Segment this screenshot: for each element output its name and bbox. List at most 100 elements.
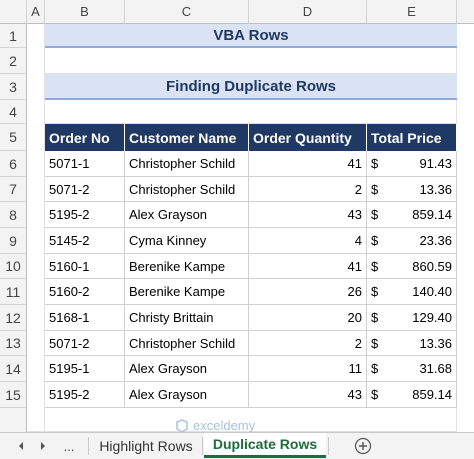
- add-sheet-icon: [354, 437, 372, 455]
- currency-symbol: $: [371, 207, 379, 222]
- watermark: exceldemy: [175, 418, 255, 433]
- row-header-5[interactable]: 5: [0, 124, 27, 151]
- cell-customer[interactable]: Christy Brittain: [125, 305, 249, 331]
- cell-price[interactable]: $129.40: [367, 305, 457, 331]
- currency-symbol: $: [371, 181, 379, 197]
- cell-quantity[interactable]: 41: [249, 151, 367, 177]
- sheet-tab-bar: ... Highlight Rows Duplicate Rows: [0, 432, 474, 459]
- row-header-8[interactable]: 8: [0, 202, 27, 228]
- price-value: 860.59: [412, 258, 452, 274]
- select-all-corner[interactable]: [0, 0, 27, 24]
- price-value: 859.14: [412, 207, 452, 222]
- row-header-12[interactable]: 12: [0, 305, 27, 331]
- cell-price[interactable]: $13.36: [367, 177, 457, 202]
- cell-quantity[interactable]: 41: [249, 254, 367, 279]
- row-header-4[interactable]: 4: [0, 100, 27, 124]
- row-header-3[interactable]: 3: [0, 74, 27, 100]
- header-order-no[interactable]: Order No: [45, 124, 125, 151]
- cell-price[interactable]: $13.36: [367, 331, 457, 356]
- row-header-6[interactable]: 6: [0, 151, 27, 177]
- cell-customer[interactable]: Christopher Schild: [125, 331, 249, 356]
- tab-highlight-rows[interactable]: Highlight Rows: [99, 437, 193, 454]
- cell-price[interactable]: $860.59: [367, 254, 457, 279]
- scroll-tabs-right-icon[interactable]: [36, 435, 50, 457]
- column-header-e[interactable]: E: [367, 0, 457, 24]
- price-value: 859.14: [412, 387, 452, 402]
- price-value: 13.36: [419, 181, 452, 197]
- price-value: 129.40: [412, 310, 452, 325]
- row-header-16: [0, 408, 27, 432]
- cell-price[interactable]: $23.36: [367, 228, 457, 254]
- row-header-2[interactable]: 2: [0, 48, 27, 74]
- cell-order-no[interactable]: 5195-1: [45, 356, 125, 382]
- cell-price[interactable]: $91.43: [367, 151, 457, 177]
- currency-symbol: $: [371, 387, 379, 402]
- column-header-d[interactable]: D: [249, 0, 367, 24]
- cell-order-no[interactable]: 5071-2: [45, 331, 125, 356]
- cell-quantity[interactable]: 11: [249, 356, 367, 382]
- row-header-10[interactable]: 10: [0, 254, 27, 279]
- cell-customer[interactable]: Christopher Schild: [125, 177, 249, 202]
- row-header-9[interactable]: 9: [0, 228, 27, 254]
- row-header-11[interactable]: 11: [0, 279, 27, 305]
- cell-quantity[interactable]: 43: [249, 382, 367, 408]
- tab-separator: [88, 437, 89, 455]
- cell-customer[interactable]: Berenike Kampe: [125, 254, 249, 279]
- cell-quantity[interactable]: 2: [249, 177, 367, 202]
- cell-quantity[interactable]: 43: [249, 202, 367, 228]
- row-header-13[interactable]: 13: [0, 331, 27, 356]
- cell-quantity[interactable]: 2: [249, 331, 367, 356]
- currency-symbol: $: [371, 258, 379, 274]
- cell-quantity[interactable]: 26: [249, 279, 367, 305]
- header-customer-name[interactable]: Customer Name: [125, 124, 249, 151]
- cell-customer[interactable]: Alex Grayson: [125, 356, 249, 382]
- empty-row-4[interactable]: [45, 100, 457, 124]
- cell-customer[interactable]: Alex Grayson: [125, 202, 249, 228]
- empty-row-2[interactable]: [45, 48, 457, 74]
- cell-order-no[interactable]: 5145-2: [45, 228, 125, 254]
- column-header-c[interactable]: C: [125, 0, 249, 24]
- watermark-text: exceldemy: [193, 418, 256, 433]
- price-value: 31.68: [419, 361, 452, 376]
- row-header-1[interactable]: 1: [0, 24, 27, 48]
- cell-price[interactable]: $31.68: [367, 356, 457, 382]
- cell-order-no[interactable]: 5195-2: [45, 202, 125, 228]
- cell-order-no[interactable]: 5168-1: [45, 305, 125, 331]
- cell-customer[interactable]: Berenike Kampe: [125, 279, 249, 305]
- header-order-quantity[interactable]: Order Quantity: [249, 124, 367, 151]
- cell-order-no[interactable]: 5071-2: [45, 177, 125, 202]
- cell-customer[interactable]: Alex Grayson: [125, 382, 249, 408]
- row-header-7[interactable]: 7: [0, 177, 27, 202]
- watermark-logo-icon: [176, 418, 188, 433]
- row-header-15[interactable]: 15: [0, 382, 27, 408]
- more-tabs-ellipsis[interactable]: ...: [63, 438, 75, 454]
- currency-symbol: $: [371, 335, 379, 351]
- tab-separator: [328, 437, 329, 455]
- currency-symbol: $: [371, 156, 379, 171]
- price-value: 23.36: [419, 233, 452, 248]
- empty-row-16[interactable]: [45, 408, 457, 432]
- cell-order-no[interactable]: 5160-2: [45, 279, 125, 305]
- currency-symbol: $: [371, 361, 379, 376]
- cell-quantity[interactable]: 20: [249, 305, 367, 331]
- spreadsheet: A B C D E 1 2 3 4 5 6 7 8 9 10 11 12 13 …: [0, 0, 474, 433]
- cell-price[interactable]: $859.14: [367, 202, 457, 228]
- header-total-price[interactable]: Total Price: [367, 124, 457, 151]
- column-a-area[interactable]: [27, 24, 45, 432]
- scroll-tabs-left-icon[interactable]: [14, 435, 28, 457]
- tab-duplicate-rows[interactable]: Duplicate Rows: [204, 433, 326, 458]
- cell-quantity[interactable]: 4: [249, 228, 367, 254]
- cell-order-no[interactable]: 5071-1: [45, 151, 125, 177]
- cell-customer[interactable]: Christopher Schild: [125, 151, 249, 177]
- cell-customer[interactable]: Cyma Kinney: [125, 228, 249, 254]
- cell-price[interactable]: $140.40: [367, 279, 457, 305]
- sheet-title[interactable]: VBA Rows: [45, 24, 457, 48]
- add-sheet-button[interactable]: [352, 435, 374, 457]
- column-header-a[interactable]: A: [27, 0, 45, 24]
- column-header-b[interactable]: B: [45, 0, 125, 24]
- cell-order-no[interactable]: 5160-1: [45, 254, 125, 279]
- cell-price[interactable]: $859.14: [367, 382, 457, 408]
- sheet-subtitle[interactable]: Finding Duplicate Rows: [45, 74, 457, 100]
- cell-order-no[interactable]: 5195-2: [45, 382, 125, 408]
- row-header-14[interactable]: 14: [0, 356, 27, 382]
